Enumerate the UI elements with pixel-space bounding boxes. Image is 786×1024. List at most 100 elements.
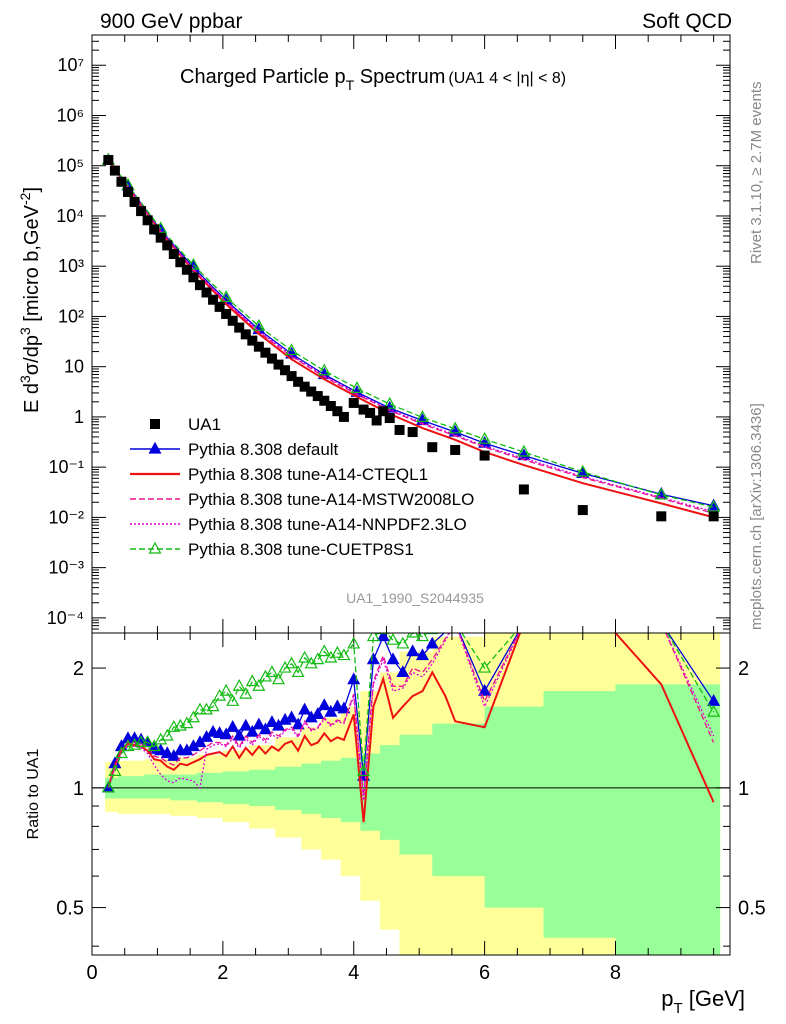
ratio-point-default <box>271 718 286 731</box>
ratio-point-cuetp8s1 <box>232 679 246 691</box>
main-point-data <box>325 400 336 411</box>
ratio-point-cuetp8s1 <box>707 704 721 717</box>
main-point-data <box>299 381 310 392</box>
ratio-point-cuetp8s1 <box>114 746 128 759</box>
chart-title: Charged Particle pT Spectrum (UA1 4 < |η|… <box>180 66 566 93</box>
ratio-point-default <box>291 717 305 730</box>
ratio-point-cuetp8s1 <box>366 633 380 642</box>
ratio-point-cuetp8s1 <box>147 739 161 752</box>
main-point-data <box>103 155 114 166</box>
main-point-data <box>577 505 588 516</box>
main-line-cteql1 <box>107 159 714 519</box>
ratio-plot-series <box>101 617 721 823</box>
main-line-nnpdf <box>107 159 714 513</box>
main-point-cuetp8s1 <box>383 396 397 409</box>
ratio-point-cuetp8s1 <box>226 694 240 706</box>
ratio-point-default <box>330 699 344 712</box>
main-y-tick-label: 10⁻¹ <box>48 457 84 477</box>
legend: UA1 Pythia 8.308 default Pythia 8.308 tune… <box>130 415 474 559</box>
x-tick-label: 6 <box>479 962 490 984</box>
ratio-point-cuetp8s1 <box>330 645 344 658</box>
ratio-point-default <box>396 665 410 678</box>
main-point-data <box>479 450 490 461</box>
ratio-point-default <box>518 617 529 627</box>
ratio-y-tick-label: 1 <box>73 778 84 800</box>
main-point-default <box>285 346 299 359</box>
main-y-tick-label: 10⁶ <box>57 105 84 125</box>
ratio-point-cuetp8s1 <box>285 656 299 669</box>
ratio-point-default <box>425 636 439 649</box>
ratio-point-default <box>239 718 253 731</box>
ratio-point-default <box>347 672 361 685</box>
header-left: 900 GeV ppbar <box>100 10 242 33</box>
ratio-frame <box>91 632 731 956</box>
main-point-cuetp8s1 <box>186 257 200 270</box>
main-point-data <box>162 240 173 251</box>
ratio-point-cuetp8s1 <box>478 660 492 673</box>
legend-marker-cuetp8s1 <box>148 541 162 554</box>
ratio-point-cuetp8s1 <box>206 699 220 712</box>
main-point-data <box>122 186 133 197</box>
main-point-data <box>136 206 147 217</box>
main-point-data <box>181 264 192 275</box>
ratio-point-cuetp8s1 <box>317 644 331 657</box>
side-label-rivet: Rivet 3.1.10, ≥ 2.7M events <box>748 82 765 265</box>
ratio-y-tick-label-right: 0.5 <box>738 898 766 920</box>
ratio-point-cuetp8s1 <box>337 648 351 661</box>
ratio-y-tick-label-right: 1 <box>738 778 749 800</box>
ratio-point-default <box>232 728 246 741</box>
main-point-data <box>518 484 529 495</box>
ratio-line-cteql1 <box>107 633 715 823</box>
ratio-point-cuetp8s1 <box>376 633 390 635</box>
ratio-point-cuetp8s1 <box>357 764 371 776</box>
main-point-data <box>286 371 297 382</box>
x-tick-label: 0 <box>86 962 97 984</box>
ratio-point-cuetp8s1 <box>219 683 233 696</box>
ratio-point-default <box>245 724 259 737</box>
main-point-data <box>708 511 719 522</box>
ratio-point-default <box>311 707 325 719</box>
ratio-axes: 0.5 0.5 1 1 2 2 0 2 4 6 8 <box>56 633 766 984</box>
ratio-point-cuetp8s1 <box>291 665 305 678</box>
legend-marker-data <box>150 419 160 429</box>
ratio-point-cuetp8s1 <box>271 672 286 685</box>
ratio-point-cuetp8s1 <box>298 650 312 663</box>
ratio-point-cuetp8s1 <box>186 710 200 723</box>
analysis-id: UA1_1990_S2044935 <box>346 590 484 606</box>
main-y-tick-label: 10⁵ <box>57 156 84 176</box>
main-point-data <box>116 176 127 187</box>
main-point-data <box>348 397 359 408</box>
main-point-data <box>221 308 232 319</box>
main-point-data <box>427 442 438 453</box>
main-point-data <box>168 248 179 259</box>
ratio-point-default <box>258 722 272 735</box>
ratio-band-inner <box>105 684 721 955</box>
main-y-tick-label: 10⁴ <box>56 206 84 226</box>
main-y-axis-label: E d3σ/dp3 [micro b,GeV-2] <box>17 187 43 413</box>
ratio-point-default <box>160 746 174 759</box>
main-y-tick-label: 10⁻³ <box>48 558 84 578</box>
main-point-data <box>312 391 323 402</box>
main-point-data <box>247 335 258 346</box>
ratio-point-cuetp8s1 <box>450 617 461 627</box>
main-point-data <box>208 294 219 305</box>
ratio-point-default <box>406 644 420 657</box>
main-point-data <box>266 353 277 364</box>
ratio-point-default <box>337 701 351 714</box>
main-y-tick-label: 10⁻⁴ <box>47 608 84 628</box>
main-point-data <box>332 406 343 417</box>
legend-label-data: UA1 <box>188 415 221 434</box>
ratio-point-cuetp8s1 <box>245 674 259 687</box>
ratio-point-cuetp8s1 <box>239 686 253 699</box>
legend-label-cuetp8s1: Pythia 8.308 tune-CUETP8S1 <box>188 540 414 559</box>
main-point-cuetp8s1 <box>252 318 266 331</box>
ratio-point-default <box>366 652 380 665</box>
main-point-cuetp8s1 <box>415 410 429 422</box>
ratio-y-tick-label-right: 2 <box>738 658 749 680</box>
ratio-point-cuetp8s1 <box>180 716 194 729</box>
ratio-point-cuetp8s1 <box>252 679 266 691</box>
legend-label-mstw: Pythia 8.308 tune-A14-MSTW2008LO <box>188 490 474 509</box>
ratio-y-tick-label: 0.5 <box>56 898 84 920</box>
ratio-point-cuetp8s1 <box>415 633 429 642</box>
x-tick-label: 8 <box>610 962 621 984</box>
